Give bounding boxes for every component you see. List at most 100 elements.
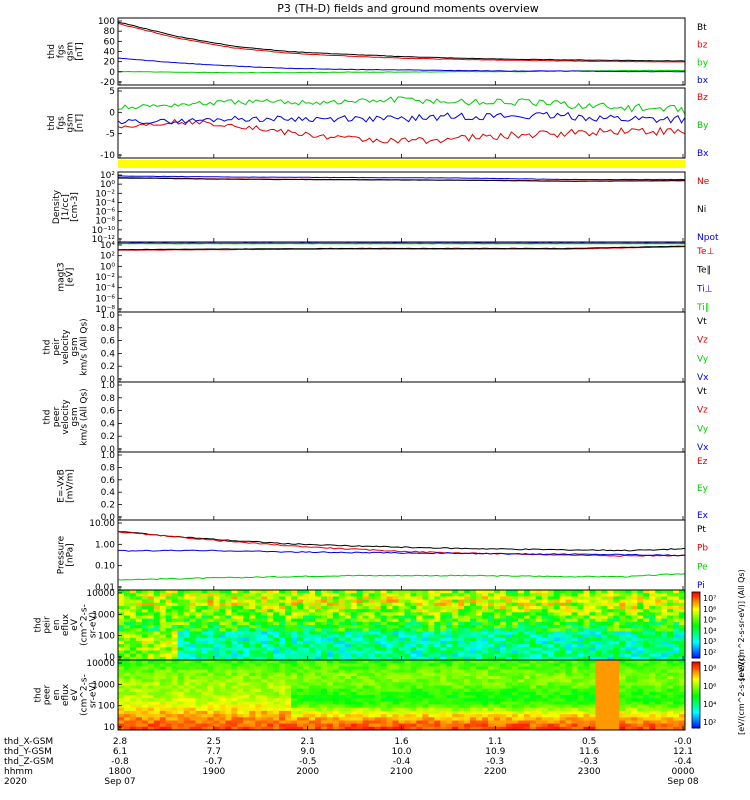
heatmap-cell	[279, 621, 286, 626]
colorbar-swatch	[692, 665, 700, 668]
heatmap-cell	[440, 660, 447, 664]
heatmap-cell	[386, 637, 394, 642]
heatmap-cell	[374, 625, 382, 629]
heatmap-cell	[667, 647, 674, 651]
heatmap-cell	[673, 628, 680, 632]
heatmap-cell	[207, 590, 214, 594]
heatmap-cell	[482, 609, 489, 613]
heatmap-cell	[285, 628, 292, 632]
heatmap-cell	[350, 605, 358, 610]
colorbar-swatch	[692, 724, 700, 727]
heatmap-cell	[458, 644, 465, 648]
heatmap-cell	[637, 637, 644, 642]
heatmap-cell	[583, 596, 590, 601]
heatmap-cell	[517, 720, 525, 725]
heatmap-cell	[291, 675, 298, 680]
heatmap-cell	[595, 609, 602, 613]
heatmap-cell	[273, 663, 280, 667]
heatmap-cell	[589, 634, 596, 639]
heatmap-cell	[291, 707, 298, 712]
heatmap-cell	[129, 625, 137, 629]
heatmap-cell	[261, 628, 268, 632]
heatmap-cell	[225, 653, 232, 658]
heatmap-cell	[505, 660, 513, 664]
heatmap-cell	[207, 605, 214, 610]
heatmap-cell	[350, 704, 358, 709]
heatmap-cell	[183, 720, 191, 725]
heatmap-cell	[470, 656, 477, 661]
heatmap-cell	[237, 593, 244, 597]
heatmap-cell	[428, 596, 435, 601]
heatmap-cell	[500, 672, 507, 677]
heatmap-cell	[464, 644, 471, 648]
colorbar-swatch	[692, 654, 700, 657]
heatmap-cell	[207, 593, 214, 597]
heatmap-cell	[511, 710, 519, 715]
heatmap-cell	[165, 710, 173, 715]
heatmap-cell	[159, 666, 167, 671]
heatmap-cell	[332, 695, 340, 699]
heatmap-cell	[279, 615, 286, 620]
heatmap-cell	[619, 615, 626, 620]
heatmap-cell	[541, 704, 549, 709]
heatmap-cell	[350, 663, 358, 667]
colorbar-tick-label: 10⁴	[703, 700, 716, 709]
heatmap-cell	[177, 605, 185, 610]
heatmap-cell	[153, 637, 161, 642]
heatmap-cell	[344, 710, 352, 715]
legend-label: By	[697, 121, 709, 131]
heatmap-cell	[135, 647, 143, 651]
heatmap-cell	[320, 691, 328, 696]
heatmap-cell	[517, 717, 525, 721]
heatmap-cell	[147, 675, 155, 680]
heatmap-cell	[476, 720, 483, 725]
heatmap-cell	[201, 710, 209, 715]
heatmap-cell	[267, 596, 274, 601]
heatmap-cell	[243, 682, 250, 686]
heatmap-cell	[589, 695, 596, 699]
heatmap-cell	[213, 631, 220, 636]
heatmap-cell	[607, 688, 614, 693]
heatmap-cell	[332, 663, 340, 667]
heatmap-cell	[667, 714, 674, 718]
heatmap-cell	[392, 675, 399, 680]
heatmap-cell	[679, 723, 686, 728]
heatmap-cell	[655, 688, 662, 693]
heatmap-cell	[589, 669, 596, 674]
heatmap-cell	[595, 726, 602, 731]
heatmap-cell	[422, 710, 429, 715]
heatmap-cell	[494, 644, 501, 648]
heatmap-cell	[320, 682, 328, 686]
heatmap-cell	[129, 688, 137, 693]
heatmap-cell	[332, 720, 340, 725]
heatmap-cell	[547, 663, 555, 667]
heatmap-cell	[404, 675, 411, 680]
heatmap-cell	[183, 631, 191, 636]
colorbar-swatch	[692, 603, 700, 606]
heatmap-cell	[488, 618, 495, 623]
heatmap-cell	[368, 660, 376, 664]
ephemeris-value: -0.3	[487, 757, 505, 767]
heatmap-cell	[398, 631, 405, 636]
heatmap-cell	[243, 723, 250, 728]
heatmap-cell	[332, 666, 340, 671]
colorbar-swatch	[692, 696, 700, 699]
heatmap-cell	[201, 698, 209, 702]
heatmap-cell	[195, 593, 203, 597]
heatmap-cell	[207, 634, 214, 639]
heatmap-cell	[553, 656, 561, 661]
heatmap-cell	[231, 679, 238, 683]
ytick-label: -5	[106, 130, 115, 140]
panels: thdfgsgsm[nT]Btbzbybx100806040200-20thdf…	[33, 17, 746, 735]
heatmap-cell	[440, 679, 447, 683]
heatmap-cell	[517, 650, 525, 655]
heatmap-cell	[595, 698, 602, 702]
heatmap-cell	[428, 618, 435, 623]
heatmap-cell	[392, 602, 399, 607]
heatmap-cell	[273, 672, 280, 677]
heatmap-cell	[338, 691, 346, 696]
heatmap-cell	[541, 615, 549, 620]
heatmap-cell	[446, 691, 453, 696]
heatmap-cell	[529, 695, 537, 699]
heatmap-cell	[386, 650, 394, 655]
